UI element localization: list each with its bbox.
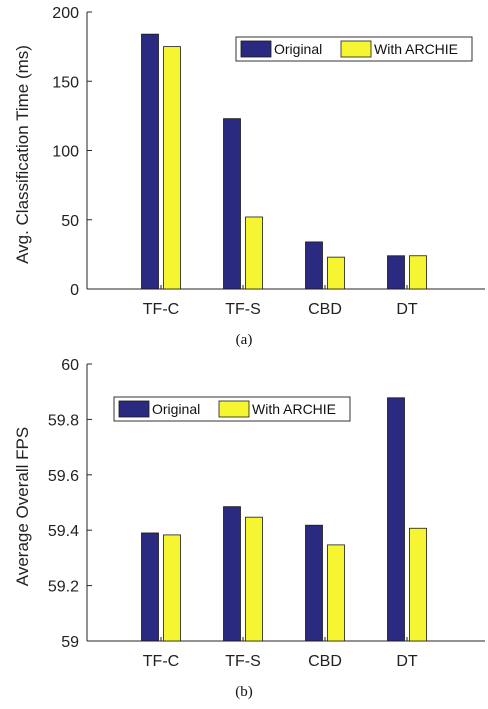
bar-original [141, 532, 159, 642]
y-tick-label: 59.2 [48, 579, 79, 596]
legend-swatch-archie [340, 40, 372, 58]
bar-with-archie [327, 544, 345, 642]
bar-with-archie [409, 527, 427, 642]
y-axis-label: Avg. Classification Time (ms) [13, 45, 32, 264]
y-tick-label: 59.4 [48, 523, 79, 540]
chart-a-svg: 0 50 100 150 200 Avg. Classification Time (ms… [13, 5, 485, 318]
bar-with-archie [245, 216, 263, 290]
legend: Original With ARCHIE [113, 396, 351, 422]
x-tick-label: TF-S [225, 301, 261, 318]
chart-b-svg: 59 59.2 59.4 59.6 59.8 60 Average Overall FPS T… [13, 357, 485, 670]
bar-original [223, 118, 241, 290]
legend-swatch-original [118, 400, 150, 418]
legend-swatch-archie [218, 400, 250, 418]
chart-b: 59 59.2 59.4 59.6 59.8 60 Average Overall FPS T… [0, 352, 488, 682]
legend-label-original: Original [274, 41, 322, 57]
y-tick-label: 150 [52, 74, 79, 91]
bar-with-archie [245, 516, 263, 642]
y-tick-label: 50 [61, 213, 79, 230]
x-tick-label: TF-C [143, 301, 179, 318]
chart-a: 0 50 100 150 200 Avg. Classification Time (ms… [0, 0, 488, 330]
legend-swatch-original [240, 40, 272, 58]
y-tick-label: 200 [52, 5, 79, 22]
x-tick-label: DT [396, 301, 418, 318]
x-tick-label: CBD [308, 653, 342, 670]
bar-with-archie [163, 534, 181, 642]
legend-label-archie: With ARCHIE [252, 401, 336, 417]
legend-label-archie: With ARCHIE [374, 41, 458, 57]
legend: Original With ARCHIE [235, 36, 473, 62]
bar-with-archie [163, 46, 181, 290]
legend-label-original: Original [152, 401, 200, 417]
x-tick-label: DT [396, 653, 418, 670]
bar-original [305, 524, 323, 642]
bar-with-archie [409, 255, 427, 290]
bar-original [305, 241, 323, 290]
y-tick-label: 100 [52, 144, 79, 161]
x-tick-label: TF-C [143, 653, 179, 670]
y-axis-label: Average Overall FPS [13, 427, 32, 586]
x-tick-label: TF-S [225, 653, 261, 670]
y-tick-label: 59.8 [48, 412, 79, 429]
y-tick-label: 59.6 [48, 468, 79, 485]
bar-original [387, 255, 405, 290]
caption-a: (a) [235, 332, 253, 348]
bar-original [223, 506, 241, 642]
bar-original [141, 33, 159, 290]
bar-original [387, 397, 405, 642]
caption-b: (b) [235, 684, 253, 700]
x-tick-label: CBD [308, 301, 342, 318]
y-tick-label: 59 [61, 634, 79, 651]
y-tick-label: 0 [70, 282, 79, 299]
bar-with-archie [327, 256, 345, 290]
y-tick-label: 60 [61, 357, 79, 374]
